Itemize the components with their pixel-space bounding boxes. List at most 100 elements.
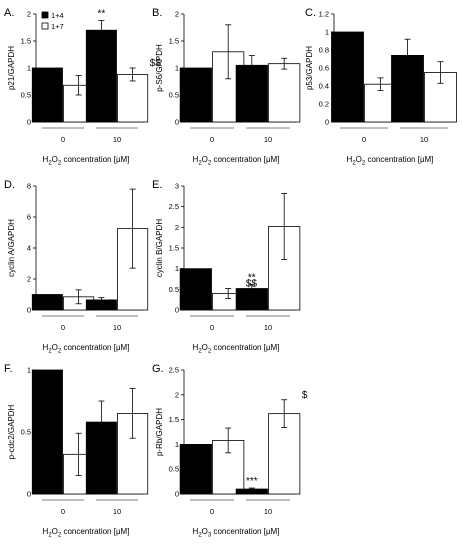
x-axis-label-part: H xyxy=(193,343,199,352)
panel-letter: G. xyxy=(152,363,164,375)
y-axis-label: cyclin A/GAPDH xyxy=(7,219,16,277)
y-tick-label: 2 xyxy=(175,390,179,399)
x-axis-label-part: O xyxy=(356,155,362,164)
x-tick-label: 0 xyxy=(61,323,65,332)
bar-black xyxy=(31,369,63,495)
x-axis-label-part: O xyxy=(202,527,208,536)
bar-white xyxy=(268,63,301,123)
x-tick-label: 0 xyxy=(61,135,65,144)
panel-letter: F. xyxy=(4,363,13,375)
x-axis-label: H2O2 concentration [μM] xyxy=(347,155,434,167)
y-axis-label: p-cdc2/GAPDH xyxy=(7,404,16,459)
x-axis-label-part: 2 xyxy=(58,349,62,355)
x-axis-label-part: 2 xyxy=(208,349,212,355)
y-tick-label: 2 xyxy=(27,10,31,19)
panel-letter: D. xyxy=(4,179,15,191)
y-tick-label: 2 xyxy=(175,223,179,232)
panel-letter: E. xyxy=(152,179,162,191)
x-tick-label: 10 xyxy=(113,323,121,332)
x-axis-label-part: O xyxy=(202,155,208,164)
x-axis-label: H2O3 concentration [μM] xyxy=(193,527,280,539)
x-tick-label: 0 xyxy=(210,507,214,516)
legend-swatch xyxy=(41,11,49,19)
x-axis-label-part: H xyxy=(193,155,199,164)
x-axis-label-part: 2 xyxy=(48,161,52,167)
y-tick-label: 2 xyxy=(175,10,179,19)
y-tick-label: 0.6 xyxy=(319,64,329,73)
x-tick-label: 10 xyxy=(264,507,272,516)
x-axis-label-part: concentration [μM] xyxy=(211,527,279,536)
x-axis-label-part: H xyxy=(43,527,49,536)
x-axis-label-part: 2 xyxy=(58,533,62,539)
y-tick-label: 0.8 xyxy=(319,46,329,55)
y-tick-label: 0 xyxy=(27,118,31,127)
y-tick-label: 4 xyxy=(27,244,31,253)
y-tick-label: 1.5 xyxy=(169,415,179,424)
y-tick-label: 3 xyxy=(175,182,179,191)
x-axis-label-part: O xyxy=(52,343,58,352)
bar-black xyxy=(179,268,212,311)
x-axis-label-part: H xyxy=(43,155,49,164)
y-tick-label: 1.5 xyxy=(169,244,179,253)
legend-swatch xyxy=(41,22,49,30)
x-tick-label: 0 xyxy=(210,135,214,144)
x-axis-label-part: 2 xyxy=(198,533,202,539)
y-tick-label: 2.5 xyxy=(169,366,179,375)
y-tick-label: 0.5 xyxy=(169,91,179,100)
significance-marker: *** xyxy=(246,476,258,487)
x-axis-label-part: concentration [μM] xyxy=(211,155,279,164)
y-tick-label: 2.5 xyxy=(169,202,179,211)
y-tick-label: 0.4 xyxy=(319,82,329,91)
y-tick-label: 1.5 xyxy=(169,37,179,46)
bar-black xyxy=(31,67,63,123)
y-tick-label: 0.5 xyxy=(169,465,179,474)
x-tick-label: 0 xyxy=(362,135,366,144)
y-tick-label: 0 xyxy=(175,306,179,315)
bar-black xyxy=(31,294,63,311)
x-tick-label: 10 xyxy=(264,135,272,144)
x-axis-label-part: concentration [μM] xyxy=(61,343,129,352)
x-axis-label-part: O xyxy=(52,155,58,164)
x-axis-label-part: concentration [μM] xyxy=(61,527,129,536)
x-axis-label-part: concentration [μM] xyxy=(61,155,129,164)
x-axis-label: H2O2 concentration [μM] xyxy=(43,155,130,167)
y-tick-label: 0 xyxy=(325,118,329,127)
bar-black xyxy=(85,29,117,123)
bar-black xyxy=(331,31,364,123)
significance-marker: $ xyxy=(302,390,308,401)
y-tick-label: 1 xyxy=(27,366,31,375)
x-axis-label-part: H xyxy=(193,527,199,536)
x-tick-label: 10 xyxy=(264,323,272,332)
significance-marker: $$ xyxy=(150,58,162,69)
x-axis-label-part: 2 xyxy=(362,161,366,167)
y-axis-label: p21/GAPDH xyxy=(7,46,16,90)
x-axis-label-part: concentration [μM] xyxy=(211,343,279,352)
bar-white xyxy=(117,74,149,123)
x-tick-label: 0 xyxy=(210,323,214,332)
x-tick-label: 10 xyxy=(113,135,121,144)
x-axis-label: H2O2 concentration [μM] xyxy=(43,527,130,539)
x-axis-label: H2O2 concentration [μM] xyxy=(43,343,130,355)
x-axis-label-part: H xyxy=(43,343,49,352)
panel-letter: B. xyxy=(152,7,162,19)
y-tick-label: 2 xyxy=(27,275,31,284)
bar-black xyxy=(179,443,212,495)
x-axis-label: H2O2 concentration [μM] xyxy=(193,343,280,355)
y-axis-label: cyclin B/GAPDH xyxy=(155,219,164,277)
y-tick-label: 0 xyxy=(175,490,179,499)
x-axis-label-part: 2 xyxy=(48,349,52,355)
x-axis-label-part: O xyxy=(52,527,58,536)
x-tick-label: 10 xyxy=(420,135,428,144)
y-tick-label: 0.5 xyxy=(169,285,179,294)
x-axis-label-part: concentration [μM] xyxy=(365,155,433,164)
x-tick-label: 0 xyxy=(61,507,65,516)
y-axis-label: p-Rb/GAPDH xyxy=(155,408,164,456)
significance-marker: ** xyxy=(97,8,105,19)
x-axis-label-part: 2 xyxy=(208,161,212,167)
y-tick-label: 1 xyxy=(325,28,329,37)
